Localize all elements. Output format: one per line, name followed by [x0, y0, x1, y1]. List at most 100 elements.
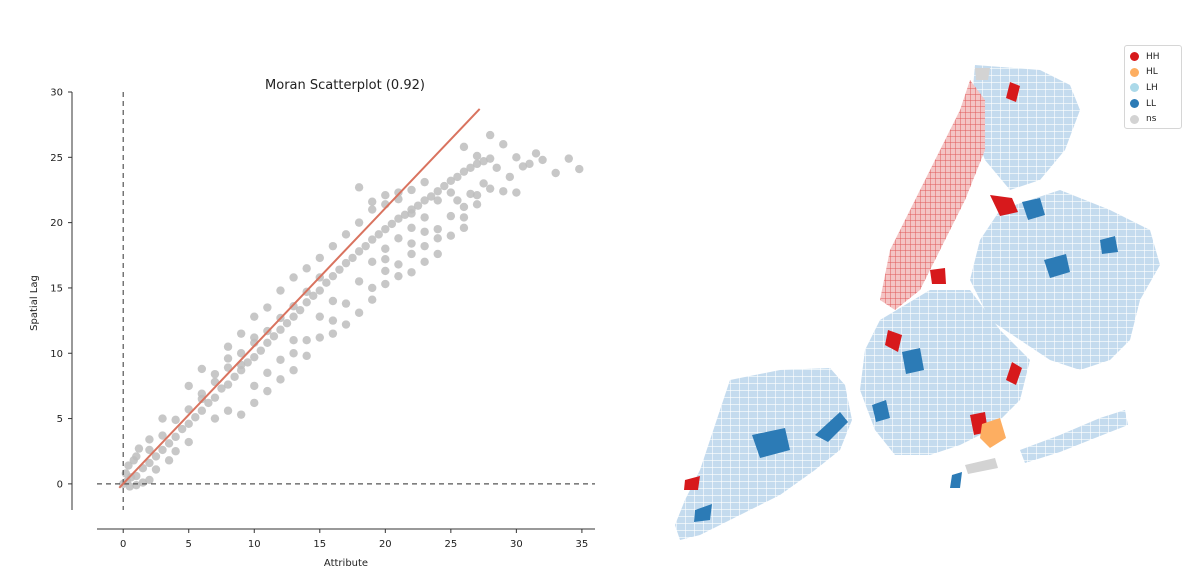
scatter-point	[446, 176, 456, 186]
hh-cluster	[930, 268, 946, 284]
scatter-point	[132, 480, 141, 490]
map-legend: HH HL LH LL ns	[1124, 45, 1182, 129]
scatter-point	[217, 384, 226, 393]
scatter-point	[374, 230, 383, 239]
y-tick-label: 30	[50, 88, 63, 99]
ll-cluster	[902, 348, 924, 374]
ll-cluster	[1022, 198, 1045, 220]
scatter-point	[236, 349, 246, 358]
scatter-point	[295, 305, 305, 315]
moran-scatterplot: Moran Scatterplot (0.92) 0 5 10 15 20 25 30 0 5 1…	[29, 78, 595, 569]
tick-labels: 0 5 10 15 20 25 30 0 5 10 15 20 25 30 35	[50, 88, 588, 551]
x-tick-label: 10	[248, 539, 261, 550]
scatter-point	[492, 163, 501, 172]
legend-marker	[1130, 52, 1139, 62]
scatter-point	[289, 335, 298, 345]
scatter-point	[361, 241, 370, 251]
y-tick-label: 10	[50, 349, 63, 360]
scatter-point	[420, 241, 429, 251]
ll-cluster	[752, 428, 790, 458]
legend-item-hl: HL	[1130, 65, 1181, 81]
scatter-point	[459, 167, 469, 176]
scatter-point	[413, 201, 423, 210]
scatter-point	[381, 266, 390, 276]
scatter-point	[348, 253, 357, 263]
scatter-point	[341, 320, 351, 329]
ll-cluster	[815, 412, 848, 442]
scatter-point	[453, 196, 462, 205]
scatter-point	[368, 205, 377, 214]
ns-area	[965, 458, 998, 474]
x-tick-label: 15	[313, 539, 326, 550]
y-tick-label: 20	[50, 218, 63, 229]
manhattan	[880, 80, 985, 310]
scatter-point	[394, 234, 403, 243]
scatter-point	[426, 192, 436, 201]
scatter-point	[282, 319, 292, 328]
scatter-point	[538, 155, 547, 165]
legend-marker	[1130, 83, 1139, 93]
scatter-point	[328, 296, 338, 306]
scatter-point	[250, 352, 259, 362]
scatter-point	[223, 363, 233, 372]
hh-cluster	[1006, 362, 1022, 385]
ll-cluster	[950, 472, 962, 488]
scatter-point	[433, 234, 442, 243]
scatter-point	[433, 224, 442, 234]
scatter-point	[223, 406, 233, 415]
scatter-point	[531, 149, 541, 158]
x-tick-label: 35	[576, 539, 589, 550]
scatter-point	[289, 273, 298, 282]
scatter-point	[459, 223, 469, 233]
scatter-point	[158, 431, 167, 440]
scatter-point	[440, 181, 449, 191]
scatter-point	[302, 351, 311, 361]
x-axis-label: Attribute	[324, 558, 368, 569]
scatter-point	[171, 432, 180, 442]
scatter-point	[204, 398, 213, 408]
y-tick-label: 5	[57, 414, 63, 425]
hl-cluster	[980, 418, 1006, 448]
scatter-point	[243, 358, 252, 367]
scatter-point	[328, 329, 338, 338]
scatter-point	[433, 249, 442, 259]
ll-cluster	[1100, 236, 1118, 254]
scatter-point	[309, 291, 318, 300]
scatter-point	[250, 312, 259, 321]
legend-item-ll: LL	[1130, 96, 1181, 112]
scatter-point	[289, 302, 298, 311]
chart-title: Moran Scatterplot (0.92)	[265, 78, 425, 93]
legend-item-lh: LH	[1130, 80, 1181, 96]
scatter-point	[407, 209, 416, 218]
scatter-point	[407, 223, 416, 233]
scatter-point	[479, 179, 488, 188]
rockaway	[1020, 410, 1128, 463]
scatter-point	[368, 295, 377, 304]
scatter-point	[354, 277, 364, 286]
scatter-point	[485, 130, 495, 140]
scatter-points	[119, 130, 584, 491]
scatter-point	[485, 184, 495, 193]
scatter-point	[472, 190, 482, 200]
scatter-point	[499, 187, 508, 196]
scatter-point	[354, 308, 364, 317]
scatter-point	[250, 398, 259, 408]
nyc-lisa-cluster-map	[675, 65, 1160, 540]
scatter-point	[151, 452, 161, 461]
scatter-point	[197, 406, 207, 415]
reference-lines	[97, 92, 595, 510]
scatter-point	[263, 338, 272, 347]
scatter-point	[276, 355, 285, 364]
scatter-point	[177, 424, 187, 434]
scatter-point	[525, 159, 534, 169]
scatter-point	[276, 325, 285, 334]
scatter-point	[328, 241, 338, 251]
y-tick-label: 25	[50, 153, 63, 164]
scatter-point	[341, 258, 351, 268]
scatter-point	[499, 140, 508, 149]
x-tick-label: 30	[510, 539, 523, 550]
scatter-point	[138, 478, 148, 487]
scatter-point	[381, 279, 390, 289]
scatter-point	[381, 190, 390, 200]
scatter-point	[236, 329, 246, 338]
